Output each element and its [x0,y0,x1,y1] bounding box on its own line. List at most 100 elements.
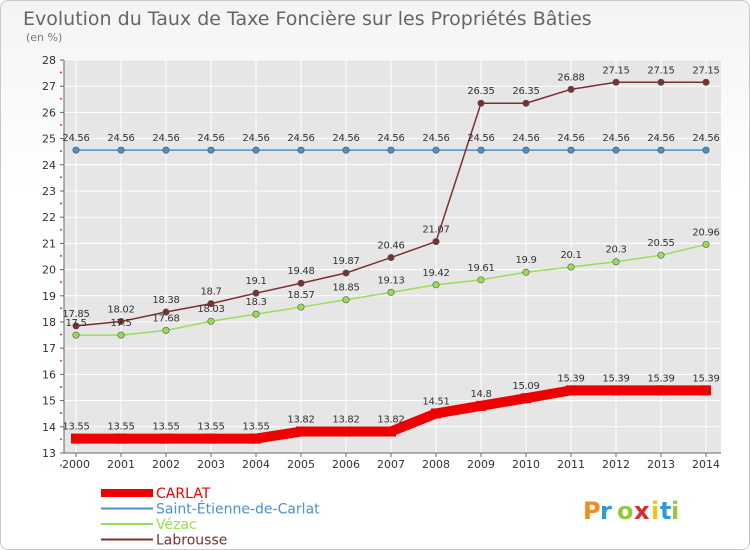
data-label: 27.15 [602,65,629,76]
data-label: 15.39 [692,373,719,384]
data-point [432,281,440,289]
data-label: 20.96 [692,227,719,238]
data-label: 27.15 [692,65,719,76]
data-point [297,279,305,287]
data-label: 27.15 [647,65,674,76]
y-minor-tick [60,412,62,415]
data-point [702,78,710,86]
data-label: 13.55 [197,422,224,433]
data-point [207,317,215,325]
data-point [701,385,711,396]
data-label: 24.56 [512,133,539,144]
x-tick-label: 2014 [692,458,720,471]
data-label: 15.39 [647,373,674,384]
data-point [386,426,396,437]
data-point [296,426,306,437]
data-label: 15.09 [512,381,539,392]
data-point [116,433,126,444]
data-point [117,146,125,154]
grid-lines [64,59,721,454]
data-label: 24.56 [332,133,359,144]
data-point [477,99,485,107]
data-point [476,400,486,411]
data-point [342,269,350,277]
y-minor-tick [60,202,62,205]
data-label: 26.88 [557,72,584,83]
data-label: 24.56 [647,133,674,144]
data-label: 24.56 [422,133,449,144]
data-point [387,146,395,154]
y-tick-label: 25 [42,133,56,146]
data-label: 24.56 [377,133,404,144]
data-label: 19.13 [377,275,404,286]
data-point [702,240,710,248]
series-layer [71,78,711,444]
data-point [657,78,665,86]
data-point [162,308,170,316]
data-point [252,289,260,297]
y-minor-tick [60,150,62,153]
data-point [206,433,216,444]
data-point [522,146,530,154]
data-point [657,251,665,259]
logo-letter: P [583,497,601,525]
x-tick-label: 2003 [197,458,225,471]
data-label: 18.38 [152,295,179,306]
y-minor-tick [60,71,62,74]
data-label: 13.55 [107,422,134,433]
data-point [522,268,530,276]
y-tick-label: 21 [42,237,56,250]
data-label: 20.55 [647,238,674,249]
data-point [207,146,215,154]
data-label: 26.35 [467,86,494,97]
y-tick-label: 22 [42,211,56,224]
y-minor-tick [60,464,62,467]
data-label: 20.3 [605,245,626,256]
y-minor-tick [60,97,62,100]
y-minor-tick [60,438,62,441]
data-label: 19.87 [332,256,359,267]
x-tick-label: 2001 [107,458,135,471]
data-point [72,146,80,154]
data-label: 19.1 [245,276,266,287]
data-label: 21.07 [422,225,449,236]
data-label: 13.55 [62,422,89,433]
y-minor-tick [60,176,62,179]
data-label: 20.46 [377,241,404,252]
data-point [387,288,395,296]
y-tick-label: 20 [42,264,56,277]
y-tick-label: 27 [42,80,56,93]
x-tick-label: 2010 [512,458,540,471]
data-point [297,303,305,311]
data-label: 18.03 [197,304,224,315]
y-minor-tick [60,228,62,231]
x-tick-label: 2002 [152,458,180,471]
data-label: 18.57 [287,290,314,301]
data-point [612,78,620,86]
y-minor-tick [60,123,62,126]
data-label: 18.3 [245,297,266,308]
x-tick-label: 2004 [242,458,270,471]
data-label: 13.55 [242,422,269,433]
y-tick-label: 28 [42,54,56,67]
data-label: 20.1 [560,250,581,261]
y-tick-label: 18 [42,316,56,329]
data-label: 24.56 [197,133,224,144]
y-tick-label: 19 [42,290,56,303]
y-tick-label: 14 [42,421,56,434]
data-label: 18.85 [332,283,359,294]
y-minor-tick [60,385,62,388]
data-label: 13.82 [377,415,404,426]
data-point [566,385,576,396]
x-tick-label: 2012 [602,458,630,471]
data-point [521,393,531,404]
data-point [161,433,171,444]
x-tick-label: 2006 [332,458,360,471]
data-label: 18.02 [107,304,134,315]
logo-letter: r [600,497,612,525]
data-label: 19.48 [287,266,314,277]
x-tick-label: 2011 [557,458,585,471]
data-label: 15.39 [557,373,584,384]
